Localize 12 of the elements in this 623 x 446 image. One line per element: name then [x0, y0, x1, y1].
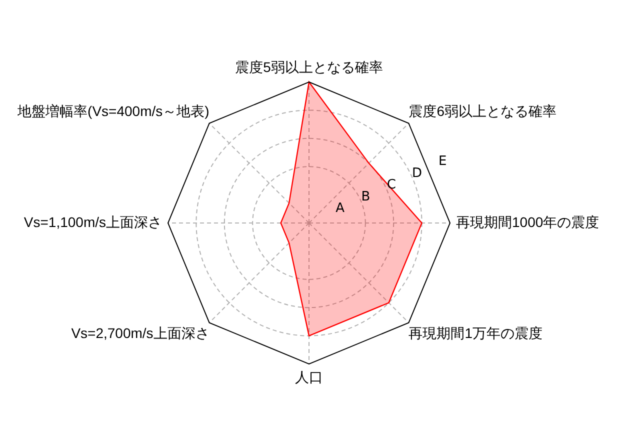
- y-tick-label: E: [438, 154, 447, 170]
- spoke-label: Vs=2,700m/s上面深さ: [71, 324, 210, 341]
- spoke-label: 再現期間1000年の震度: [456, 214, 600, 230]
- spoke-label: 地盤増幅率(Vs=400m/s～地表): [16, 102, 210, 119]
- y-tick-label: A: [336, 201, 345, 216]
- spoke-label: 震度5弱以上となる確率: [235, 58, 383, 75]
- spoke-label: Vs=1,100m/s上面深さ: [24, 214, 162, 230]
- y-tick-label: B: [361, 189, 370, 204]
- spoke-label: 震度6弱以上となる確率: [408, 102, 556, 119]
- y-tick-label: D: [412, 166, 422, 181]
- spoke-label: 人口: [295, 368, 323, 385]
- spoke-label: 再現期間1万年の震度: [408, 324, 542, 341]
